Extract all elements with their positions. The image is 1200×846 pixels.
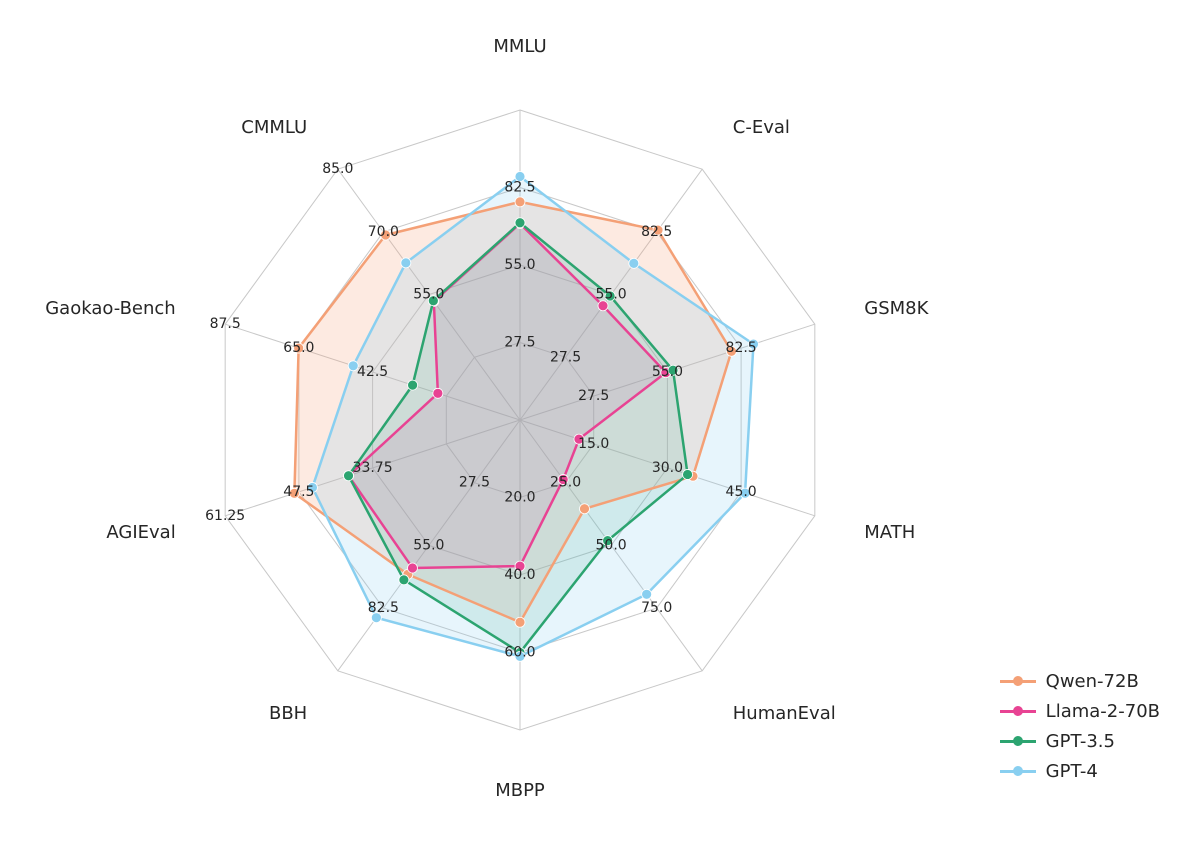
axis-label: C-Eval: [733, 117, 790, 138]
tick-label: 25.0: [550, 475, 581, 491]
legend-label: Qwen-72B: [1046, 671, 1139, 692]
axis-label: CMMLU: [241, 117, 307, 138]
series-marker: [433, 388, 443, 398]
tick-label: 70.0: [368, 224, 399, 240]
tick-label: 45.0: [726, 484, 757, 500]
tick-label: 82.5: [368, 600, 399, 616]
series-marker: [401, 258, 411, 268]
tick-label: 55.0: [504, 257, 535, 273]
series-marker: [407, 563, 417, 573]
series-marker: [580, 504, 590, 514]
tick-label: 55.0: [413, 287, 444, 303]
series-marker: [629, 258, 639, 268]
legend-label: GPT-4: [1046, 761, 1098, 782]
tick-label: 65.0: [283, 340, 314, 356]
series-marker: [642, 589, 652, 599]
legend-item: Llama-2-70B: [1000, 696, 1160, 726]
legend-item: Qwen-72B: [1000, 666, 1160, 696]
tick-label: 40.0: [504, 567, 535, 583]
axis-label: Gaokao-Bench: [45, 298, 175, 319]
legend-swatch: [1000, 672, 1036, 690]
tick-label: 55.0: [652, 364, 683, 380]
tick-label: 15.0: [578, 436, 609, 452]
legend-swatch: [1000, 762, 1036, 780]
legend-item: GPT-3.5: [1000, 726, 1160, 756]
tick-label: 60.0: [504, 645, 535, 661]
tick-label: 87.5: [210, 316, 241, 332]
tick-label: 50.0: [596, 537, 627, 553]
tick-label: 20.0: [504, 490, 535, 506]
legend-swatch: [1000, 732, 1036, 750]
legend-item: GPT-4: [1000, 756, 1160, 786]
tick-label: 82.5: [641, 224, 672, 240]
tick-label: 27.5: [459, 475, 490, 491]
tick-label: 47.5: [283, 484, 314, 500]
axis-label: MMLU: [493, 36, 546, 57]
series-marker: [399, 575, 409, 585]
series-marker: [408, 380, 418, 390]
tick-label: 33.75: [353, 460, 393, 476]
legend-swatch: [1000, 702, 1036, 720]
axis-label: AGIEval: [106, 522, 175, 543]
axis-label: GSM8K: [864, 298, 929, 319]
tick-label: 27.5: [550, 349, 581, 365]
axis-label: HumanEval: [733, 703, 836, 724]
axis-label: MBPP: [495, 780, 545, 801]
tick-label: 61.25: [205, 508, 245, 524]
tick-label: 27.5: [504, 335, 535, 351]
tick-label: 82.5: [726, 340, 757, 356]
tick-label: 30.0: [652, 460, 683, 476]
legend-label: Llama-2-70B: [1046, 701, 1160, 722]
tick-label: 82.5: [504, 180, 535, 196]
tick-label: 75.0: [641, 600, 672, 616]
tick-label: 55.0: [596, 287, 627, 303]
axis-label: BBH: [269, 703, 307, 724]
series-marker: [515, 617, 525, 627]
series-marker: [515, 218, 525, 228]
tick-label: 42.5: [357, 364, 388, 380]
series-marker: [515, 197, 525, 207]
tick-label: 27.5: [578, 388, 609, 404]
legend-label: GPT-3.5: [1046, 731, 1115, 752]
legend: Qwen-72B Llama-2-70B GPT-3.5 GPT-4: [1000, 666, 1160, 786]
tick-label: 55.0: [413, 537, 444, 553]
tick-label: 85.0: [322, 161, 353, 177]
series-marker: [683, 469, 693, 479]
axis-label: MATH: [864, 522, 915, 543]
